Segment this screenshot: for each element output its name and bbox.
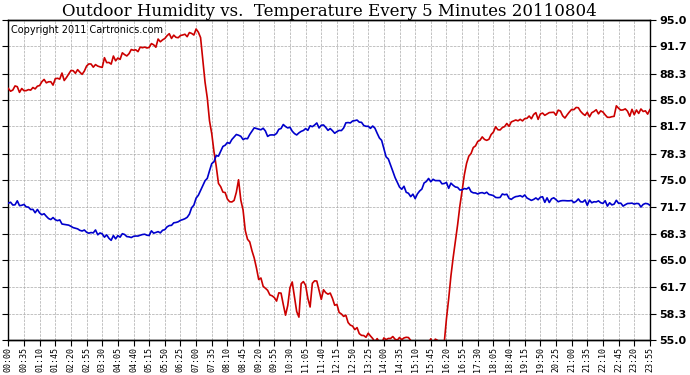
Text: Copyright 2011 Cartronics.com: Copyright 2011 Cartronics.com [11, 25, 163, 35]
Title: Outdoor Humidity vs.  Temperature Every 5 Minutes 20110804: Outdoor Humidity vs. Temperature Every 5… [61, 3, 596, 20]
